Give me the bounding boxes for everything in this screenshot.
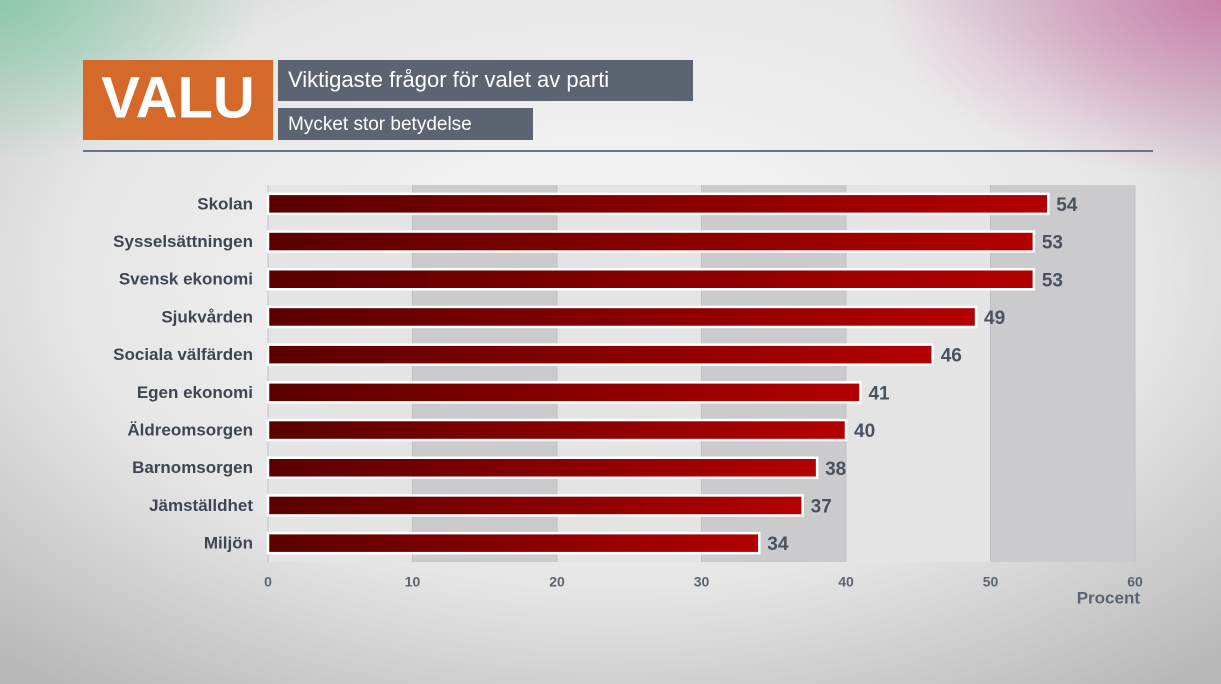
title-box xyxy=(278,60,693,101)
value-label: 54 xyxy=(1056,195,1078,216)
value-label: 41 xyxy=(868,383,890,404)
logo-box xyxy=(83,60,273,140)
x-tick-label: 50 xyxy=(983,574,999,590)
bar xyxy=(266,343,934,366)
x-tick-label: 30 xyxy=(694,574,710,590)
value-label: 37 xyxy=(811,496,832,517)
chart-subtitle: Mycket stor betydelse xyxy=(288,114,472,135)
value-label: 53 xyxy=(1042,270,1063,291)
y-tick-label: Sysselsättningen xyxy=(113,232,253,251)
y-tick-label: Skolan xyxy=(197,194,253,213)
bar xyxy=(266,456,819,479)
y-tick-label: Egen ekonomi xyxy=(137,383,253,402)
y-tick-label: Svensk ekonomi xyxy=(119,270,253,289)
bar xyxy=(266,531,761,555)
x-tick-label: 20 xyxy=(549,574,565,590)
subtitle-box xyxy=(278,108,533,140)
value-label: 46 xyxy=(941,346,962,367)
value-label: 49 xyxy=(984,308,1005,329)
value-label: 34 xyxy=(767,534,789,555)
x-tick-label: 60 xyxy=(1127,574,1143,590)
y-tick-label: Äldreomsorgen xyxy=(127,421,253,440)
bar xyxy=(266,381,862,404)
y-tick-label: Jämställdhet xyxy=(149,496,253,515)
bar xyxy=(266,305,978,329)
value-label: 53 xyxy=(1042,233,1063,254)
y-tick-label: Sjukvården xyxy=(161,307,253,326)
logo: VALU xyxy=(101,65,255,130)
bar xyxy=(266,418,848,442)
x-axis-label: Procent xyxy=(1077,588,1141,607)
value-label: 40 xyxy=(854,421,875,442)
bar xyxy=(266,192,1050,216)
chart-title: Viktigaste frågor för valet av parti xyxy=(288,67,609,92)
bar xyxy=(266,494,804,517)
y-tick-label: Sociala välfärden xyxy=(113,345,253,364)
y-tick-label: Barnomsorgen xyxy=(132,458,253,477)
bar xyxy=(266,268,1036,291)
x-tick-label: 10 xyxy=(405,574,421,590)
x-tick-label: 40 xyxy=(838,574,854,590)
bar xyxy=(266,230,1036,253)
y-tick-label: Miljön xyxy=(204,534,253,553)
x-tick-label: 0 xyxy=(264,574,272,590)
value-label: 38 xyxy=(825,459,846,480)
